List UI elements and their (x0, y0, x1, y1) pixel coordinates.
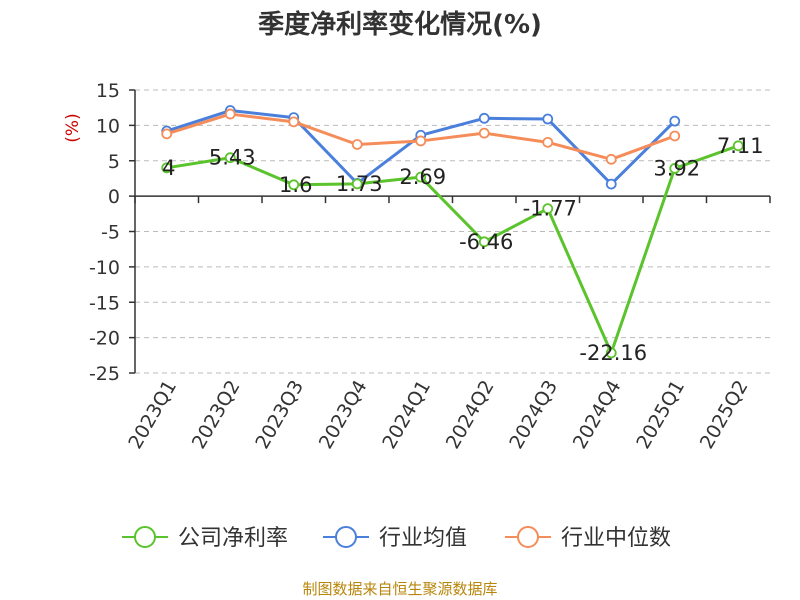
data-label: -22.16 (579, 341, 647, 365)
data-point (351, 139, 363, 150)
x-tick-label: 2024Q2 (442, 377, 499, 453)
data-point (288, 116, 300, 128)
data-point (224, 108, 236, 120)
data-point (669, 162, 681, 174)
data-label: 7.11 (717, 134, 764, 158)
data-point (478, 112, 490, 124)
data-point (415, 171, 427, 183)
legend-label: 公司净利率 (178, 526, 288, 551)
data-label: 3.92 (653, 156, 700, 180)
data-point (542, 203, 554, 215)
legend-swatch-marker (517, 526, 539, 548)
x-tick-label: 2023Q2 (188, 377, 245, 453)
y-tick-label: -10 (89, 257, 120, 279)
data-label: 2.69 (399, 165, 446, 189)
data-label: 5.43 (209, 146, 256, 170)
series-layer (161, 105, 744, 359)
legend-label: 行业均值 (379, 526, 467, 551)
legend-item: 公司净利率 (122, 526, 288, 551)
x-tick-label: 2023Q1 (124, 377, 181, 453)
data-label: 1.73 (336, 172, 383, 196)
data-point (669, 130, 681, 142)
data-point (161, 162, 173, 174)
x-tick-label: 2025Q2 (696, 377, 753, 453)
y-tick-label: -15 (89, 292, 120, 314)
legend-item: 行业均值 (323, 526, 467, 551)
x-tick-label: 2024Q3 (505, 377, 562, 453)
y-tick-label: 10 (96, 115, 120, 137)
data-point (351, 178, 363, 190)
data-point (415, 135, 427, 147)
data-point (542, 113, 554, 125)
label-layer: 4 5.43 1.6 1.73 2.69 -6.46 -1.77 -22.16 3.92 7.11 (162, 134, 764, 365)
series-line (166, 144, 739, 355)
data-point (732, 140, 744, 152)
y-tick-label: -20 (89, 328, 120, 350)
y-tick-label: -5 (101, 222, 120, 244)
data-point (605, 347, 617, 359)
x-tick-label: 2025Q1 (632, 377, 689, 453)
y-tick-label: 5 (108, 151, 120, 173)
x-tick-label: 2024Q4 (569, 377, 626, 453)
x-tick-label: 2023Q4 (315, 377, 372, 453)
data-point (224, 152, 236, 164)
y-tick-label: 0 (108, 186, 120, 208)
legend-swatch-marker (335, 526, 357, 548)
data-label: 4 (162, 156, 175, 180)
data-point (161, 128, 173, 140)
legend: 公司净利率 行业均值 行业中位数 (122, 526, 671, 551)
data-label: -6.46 (459, 230, 513, 254)
data-point (605, 178, 617, 190)
legend-swatch-marker (134, 526, 156, 548)
chart-title: 季度净利率变化情况(%) (258, 10, 542, 40)
data-point (288, 179, 300, 191)
y-axis-label: (%) (63, 113, 83, 142)
y-tick-label: 15 (96, 80, 120, 102)
data-point (478, 127, 490, 139)
data-point (478, 236, 490, 248)
data-point (605, 153, 617, 165)
x-tick-label: 2023Q3 (251, 377, 308, 453)
data-label: 1.6 (279, 173, 312, 197)
y-tick-label: -25 (89, 363, 120, 385)
data-point (669, 115, 681, 127)
source-note: 制图数据来自恒生聚源数据库 (302, 580, 498, 598)
legend-label: 行业中位数 (561, 526, 671, 551)
data-point (542, 136, 554, 148)
x-tick-label: 2024Q1 (378, 377, 435, 453)
legend-item: 行业中位数 (505, 526, 671, 551)
data-label: -1.77 (523, 197, 577, 221)
